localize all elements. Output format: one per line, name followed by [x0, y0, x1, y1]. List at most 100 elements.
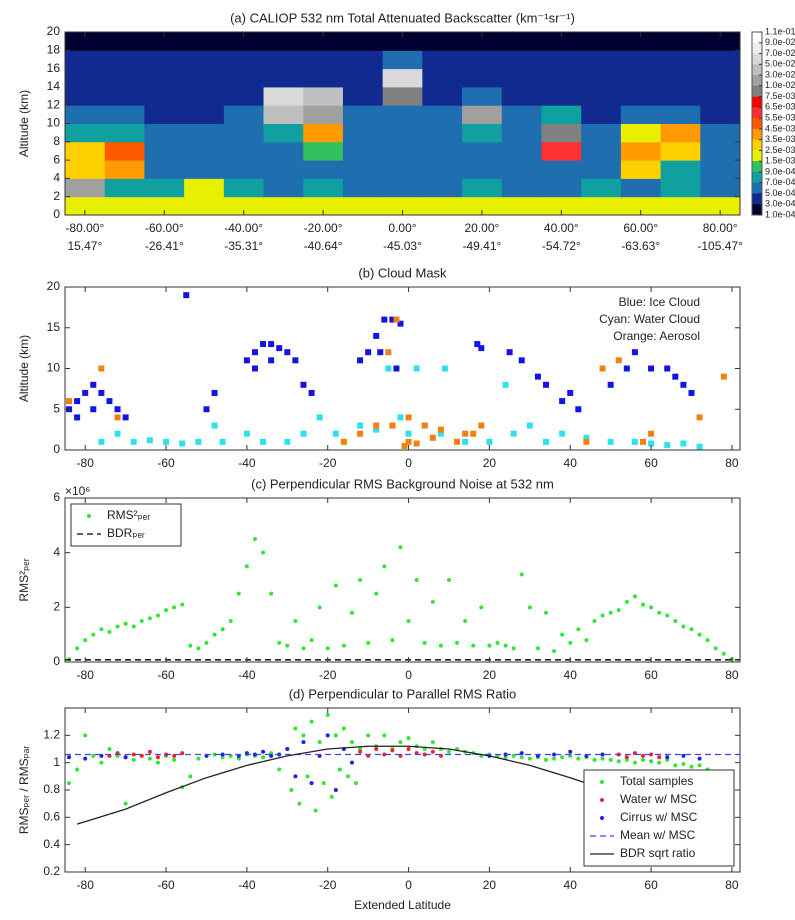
point: [624, 755, 629, 760]
point: [204, 640, 209, 645]
point: [377, 349, 384, 356]
point: [406, 747, 411, 751]
heatmap-cell: [303, 32, 344, 51]
legend-swatch: [600, 816, 604, 820]
heatmap-cell: [104, 50, 145, 70]
y-tick-label: 2: [53, 600, 60, 614]
point: [648, 365, 655, 372]
point: [455, 640, 460, 645]
heatmap-cell: [581, 105, 622, 124]
point: [657, 760, 662, 765]
point: [406, 736, 411, 741]
heatmap-cell: [104, 68, 145, 88]
point: [640, 757, 645, 762]
point: [438, 643, 443, 648]
point: [114, 406, 121, 413]
heatmap-cell: [303, 50, 344, 70]
point: [130, 438, 137, 445]
x-tick-label-longitude: -54.72°: [542, 239, 581, 253]
heatmap-cell: [65, 86, 106, 106]
heatmap-cell: [501, 68, 542, 88]
point: [91, 632, 96, 637]
heatmap-cell: [422, 178, 463, 198]
point: [600, 613, 605, 618]
point: [479, 605, 484, 610]
point: [341, 726, 346, 731]
point: [83, 756, 88, 761]
heatmap-cell: [700, 160, 741, 179]
point: [430, 749, 435, 754]
point: [688, 389, 695, 396]
heatmap-cell: [660, 178, 701, 198]
point: [534, 373, 541, 380]
point: [155, 760, 160, 765]
x-tick-label: -60: [157, 456, 175, 470]
heatmap-cell: [104, 141, 145, 161]
colorbar-label: 6.5e-03: [765, 102, 795, 112]
point: [527, 605, 532, 610]
colorbar-label: 3.0e-02: [765, 69, 795, 79]
heatmap-cell: [65, 178, 106, 198]
point: [293, 619, 298, 623]
point: [721, 651, 726, 656]
heatmap-cell: [303, 105, 344, 124]
point: [421, 422, 428, 429]
heatmap-cell: [144, 196, 185, 216]
x-tick-label: -80.00°: [65, 221, 104, 235]
point: [90, 406, 97, 413]
point: [401, 442, 408, 449]
point: [422, 752, 427, 757]
point: [243, 430, 250, 437]
x-tick-label: 80: [725, 668, 739, 682]
point: [358, 578, 363, 582]
heatmap-cell: [65, 105, 106, 124]
point: [260, 341, 267, 348]
y-tick-label: 0.8: [43, 782, 60, 796]
point: [211, 422, 218, 429]
heatmap-cell: [342, 68, 384, 88]
heatmap-cell: [342, 123, 384, 143]
point: [285, 747, 290, 751]
point: [631, 349, 638, 356]
heatmap-cell: [342, 160, 384, 179]
point: [131, 624, 136, 629]
heatmap-cell: [382, 196, 423, 216]
y-tick-label: 15: [47, 320, 61, 334]
heatmap-cell: [303, 178, 344, 198]
point: [300, 381, 307, 388]
point: [397, 414, 404, 421]
point: [196, 646, 201, 651]
point: [325, 733, 330, 738]
heatmap-cell: [541, 50, 582, 70]
point: [172, 757, 177, 762]
x-tick-label: 0: [405, 668, 412, 682]
heatmap-cell: [700, 50, 741, 70]
point: [478, 422, 485, 429]
point: [329, 794, 334, 799]
colorbar-frame: [751, 31, 763, 216]
point: [236, 591, 241, 596]
point: [552, 752, 557, 757]
point: [345, 774, 350, 779]
heatmap-cell: [65, 68, 106, 88]
colorbar-label: 2.5e-03: [765, 145, 795, 155]
point: [195, 438, 202, 445]
heatmap-cell: [144, 86, 185, 106]
point: [689, 764, 694, 769]
heatmap-cell: [700, 196, 741, 216]
legend-entry: Total samples: [620, 774, 693, 788]
colorbar-segment: [752, 193, 762, 205]
point: [313, 808, 318, 813]
colorbar-label: 5.5e-03: [765, 112, 795, 122]
heatmap-cell: [144, 68, 185, 88]
point: [99, 627, 104, 632]
point: [99, 760, 104, 765]
point: [321, 781, 326, 786]
point: [131, 752, 136, 757]
heatmap-cell: [501, 50, 542, 70]
heatmap-cell: [342, 32, 384, 51]
heatmap-cell: [223, 86, 265, 106]
point: [608, 610, 613, 615]
heatmap-cell: [184, 50, 225, 70]
heatmap-cell: [104, 32, 145, 51]
